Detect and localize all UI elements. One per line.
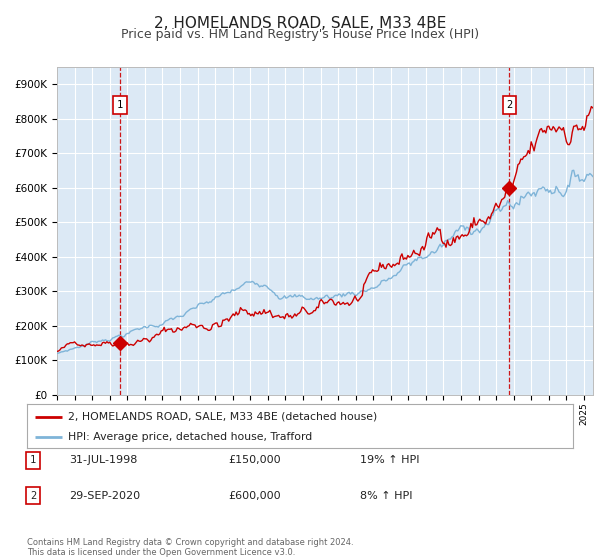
Text: 2, HOMELANDS ROAD, SALE, M33 4BE: 2, HOMELANDS ROAD, SALE, M33 4BE — [154, 16, 446, 31]
Text: £150,000: £150,000 — [228, 455, 281, 465]
Text: 2: 2 — [30, 491, 36, 501]
Text: Contains HM Land Registry data © Crown copyright and database right 2024.
This d: Contains HM Land Registry data © Crown c… — [27, 538, 353, 557]
Text: 19% ↑ HPI: 19% ↑ HPI — [360, 455, 419, 465]
Text: HPI: Average price, detached house, Trafford: HPI: Average price, detached house, Traf… — [68, 432, 312, 442]
Text: 2: 2 — [506, 100, 512, 110]
Text: 8% ↑ HPI: 8% ↑ HPI — [360, 491, 413, 501]
Text: £600,000: £600,000 — [228, 491, 281, 501]
Text: 2, HOMELANDS ROAD, SALE, M33 4BE (detached house): 2, HOMELANDS ROAD, SALE, M33 4BE (detach… — [68, 412, 377, 422]
Text: Price paid vs. HM Land Registry's House Price Index (HPI): Price paid vs. HM Land Registry's House … — [121, 28, 479, 41]
Text: 29-SEP-2020: 29-SEP-2020 — [69, 491, 140, 501]
Text: 1: 1 — [117, 100, 123, 110]
Text: 1: 1 — [30, 455, 36, 465]
Text: 31-JUL-1998: 31-JUL-1998 — [69, 455, 137, 465]
